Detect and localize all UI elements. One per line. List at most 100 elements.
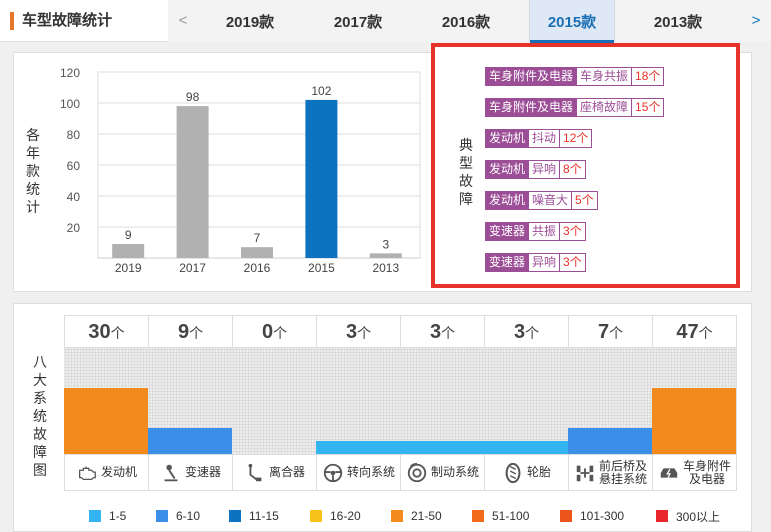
tab-2015[interactable]: 2015款 <box>529 0 615 43</box>
system-label: 离合器 <box>232 454 316 491</box>
legend-label: 300以上 <box>676 509 721 524</box>
legend-item: 11-15 <box>229 506 279 526</box>
gear-shift-icon <box>164 464 178 481</box>
chart-x-tick-label: 2019 <box>115 261 142 275</box>
chart-y-label-char: 计 <box>26 199 40 215</box>
brake-icon <box>407 462 427 482</box>
system-count-unit: 个 <box>525 325 540 341</box>
system-column-6[interactable]: 7个前后桥及 悬挂系统 <box>568 315 652 491</box>
system-bar <box>400 441 484 454</box>
chart-y-tick-label: 120 <box>60 66 80 80</box>
system-count: 30个 <box>64 315 148 348</box>
fault-symptom: 座椅故障 <box>577 98 633 117</box>
fault-symptom: 异响 <box>529 160 561 179</box>
system-bar-area <box>400 348 484 454</box>
fault-item[interactable]: 发动机 噪音大 5个 <box>485 191 664 210</box>
next-arrow-button[interactable]: > <box>751 12 761 29</box>
legend-swatch <box>391 510 403 522</box>
fault-symptom: 异响 <box>529 253 561 272</box>
legend-swatch <box>310 510 322 522</box>
fault-category: 变速器 <box>485 253 530 272</box>
chart-bar-2016[interactable] <box>241 247 273 258</box>
system-name: 制动系统 <box>430 465 479 479</box>
system-bar-area <box>652 348 736 454</box>
system-column-3[interactable]: 3个 转向系统 <box>316 315 400 491</box>
system-label: 制动系统 <box>400 454 484 491</box>
chart-bar-2019[interactable] <box>112 244 145 258</box>
system-bar-area <box>64 348 148 454</box>
fault-item[interactable]: 车身附件及电器 座椅故障 15个 <box>485 98 665 117</box>
chart-data-label: 98 <box>186 90 200 104</box>
chart-bar-2013[interactable] <box>369 253 402 258</box>
typical-faults-label-char: 障 <box>459 191 473 207</box>
fault-count: 3个 <box>560 253 586 272</box>
legend-swatch <box>472 510 484 522</box>
typical-faults-label-char: 故 <box>459 173 473 189</box>
system-column-7[interactable]: 47个 车身附件 及电器 <box>652 315 736 491</box>
chart-data-label: 9 <box>125 228 132 242</box>
legend-label: 51-100 <box>492 509 530 523</box>
tab-2016[interactable]: 2016款 <box>441 14 491 31</box>
legend-item: 51-100 <box>472 506 529 526</box>
fault-item[interactable]: 变速器 异响 3个 <box>485 253 664 272</box>
fault-item[interactable]: 发动机 抖动 12个 <box>485 129 664 148</box>
system-count-unit: 个 <box>273 325 288 341</box>
system-column-2[interactable]: 0个 离合器 <box>232 315 316 491</box>
chart-y-label-char: 统 <box>26 181 40 197</box>
fault-count: 15个 <box>632 98 665 117</box>
axle-suspension-icon <box>576 465 594 481</box>
fault-category: 发动机 <box>485 160 530 179</box>
systems-label: 八大系统故障图 <box>32 353 48 479</box>
chart-bar-2015[interactable] <box>305 99 338 259</box>
typical-faults-label: 典型故障 <box>458 136 474 208</box>
system-name: 变速器 <box>184 465 221 479</box>
system-label: 前后桥及 悬挂系统 <box>568 454 652 491</box>
system-column-4[interactable]: 3个制动系统 <box>400 315 484 491</box>
systems-label-char: 系 <box>33 390 47 406</box>
systems-label-char: 统 <box>33 408 47 424</box>
year-fault-chart: 20 40 60 80 100 120 9 2019 98 2017 7 2016 102 2015 3 20… <box>60 66 421 275</box>
chart-data-label: 3 <box>382 237 389 251</box>
system-count: 3个 <box>400 315 484 348</box>
chart-x-tick-label: 2015 <box>308 261 335 275</box>
system-name: 离合器 <box>268 465 305 479</box>
legend-label: 6-10 <box>176 509 201 523</box>
system-column-5[interactable]: 3个轮胎 <box>484 315 568 491</box>
legend-swatch <box>560 510 572 522</box>
tab-2019[interactable]: 2019款 <box>225 14 275 31</box>
system-count: 9个 <box>148 315 232 348</box>
system-count: 7个 <box>568 315 652 348</box>
fault-count: 18个 <box>632 67 665 86</box>
system-count-unit: 个 <box>110 325 125 341</box>
tab-2013[interactable]: 2013款 <box>653 14 703 31</box>
system-label: 发动机 <box>64 454 148 491</box>
chart-y-tick-label: 60 <box>67 159 81 173</box>
fault-item[interactable]: 发动机 异响 8个 <box>485 160 664 179</box>
fault-item[interactable]: 变速器 共振 3个 <box>485 222 664 241</box>
system-bar-area <box>232 348 316 454</box>
chart-y-tick-label: 100 <box>60 97 80 111</box>
legend-swatch <box>229 510 241 522</box>
system-count-value: 47 <box>676 321 699 343</box>
chart-y-label-char: 年 <box>26 145 40 161</box>
header: 车型故障统计 < 2019款 2017款 2016款 2015款 2013款 > <box>0 0 771 43</box>
legend-item: 6-10 <box>156 506 200 526</box>
systems-label-char: 障 <box>33 444 47 460</box>
fault-item[interactable]: 车身附件及电器 车身共振 18个 <box>485 67 665 86</box>
legend-swatch <box>156 510 168 522</box>
system-count-value: 3 <box>513 321 526 343</box>
tab-2017[interactable]: 2017款 <box>333 14 383 31</box>
systems-label-char: 故 <box>33 426 47 442</box>
fault-category: 变速器 <box>485 222 530 241</box>
chart-bar-2017[interactable] <box>176 106 209 258</box>
system-column-1[interactable]: 9个变速器 <box>148 315 232 491</box>
system-label: 轮胎 <box>484 454 568 491</box>
prev-arrow-button[interactable]: < <box>178 12 188 29</box>
chart-y-tick-label: 80 <box>67 128 81 142</box>
system-column-0[interactable]: 30个发动机 <box>64 315 148 491</box>
typical-faults-box: 典型故障 车身附件及电器 车身共振 18个 车身附件及电器 座椅故障 15个 发动机 抖动 12… <box>431 43 740 288</box>
system-count: 47个 <box>652 315 736 348</box>
system-count-value: 3 <box>345 321 358 343</box>
legend-label: 21-50 <box>411 509 442 523</box>
systems-label-char: 大 <box>33 372 47 388</box>
